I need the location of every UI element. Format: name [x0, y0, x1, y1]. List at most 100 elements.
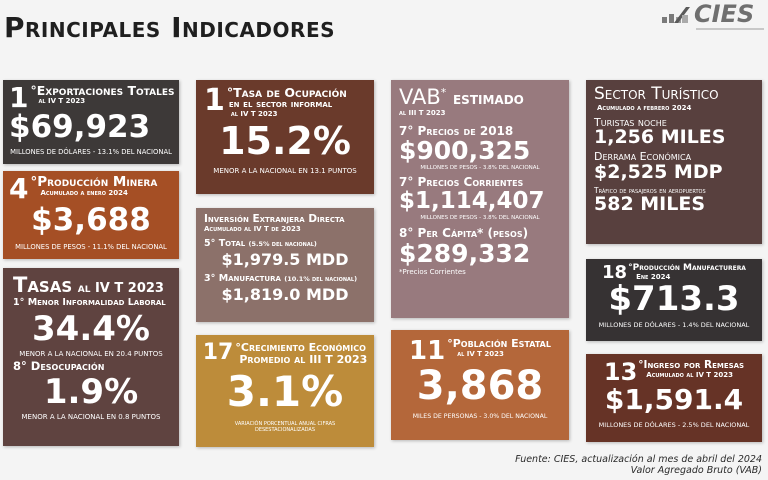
pcorr-label: Precios Corrientes: [417, 175, 524, 190]
source-line-2: Valor Agregado Bruto (VAB): [630, 464, 762, 476]
card-title: Tasas: [13, 273, 73, 297]
total-value: $1,979.5 MDD: [221, 249, 349, 269]
card-title: Población Estatal: [452, 337, 551, 350]
card-period: Acumulado a enero 2024: [40, 189, 128, 198]
rank-number: 4: [9, 172, 29, 205]
card-remesas: 13 °Ingreso por Remesas Acumulado al IV …: [586, 354, 762, 442]
rank-number: 11: [409, 336, 446, 366]
card-footnote-line2: DESESTACIONALIZADAS: [254, 427, 316, 434]
card-period: al III T 2023: [399, 108, 446, 117]
card-footnote: MILLONES DE DÓLARES - 2.5% DEL NACIONAL: [598, 421, 750, 429]
page-title: Principales Indicadores: [4, 11, 336, 44]
p2018-footnote: MILLONES DE PESOS - 3.8% DEL NACIONAL: [420, 165, 540, 172]
card-crecimiento: 17 °Crecimiento Económico Promedio al II…: [196, 335, 374, 447]
card-period: Acumulado a febrero 2024: [597, 103, 692, 112]
rank-number: 17: [202, 340, 234, 365]
title-asterisk: *: [440, 86, 447, 99]
card-title: Exportaciones Totales: [36, 83, 175, 98]
card-footnote: MENOR A LA NACIONAL EN 13.1 PUNTOS: [213, 167, 357, 176]
card-exportaciones: 1 °Exportaciones Totales al IV T 2023 $6…: [3, 80, 179, 164]
source-line-1: Fuente: CIES, actualización al mes de ab…: [515, 454, 762, 465]
card-period: Ene 2024: [636, 273, 671, 282]
card-value: 3,868: [416, 363, 544, 409]
manuf-note: (10.1% del nacional): [284, 274, 358, 283]
card-value: $1,591.4: [604, 383, 744, 416]
turistas-label: Turistas noche: [594, 115, 667, 129]
card-footnote-line1: VARIACIÓN PORCENTUAL ANUAL CIFRAS: [234, 421, 336, 428]
rank-degree: °: [628, 263, 633, 273]
rank-badge: 8°: [399, 226, 414, 241]
trafico-value: 582 MILES: [594, 192, 706, 215]
desocupacion-label: Desocupación: [30, 359, 105, 374]
p2018-label: Precios de 2018: [417, 123, 514, 138]
card-period: al IV T 2023: [77, 281, 164, 296]
rank-badge: 1°: [13, 297, 25, 309]
percap-note: *Precios Corrientes: [399, 267, 466, 276]
card-footnote: MILLONES DE DÓLARES - 13.1% DEL NACIONAL: [10, 148, 172, 156]
desocupacion-value: 1.9%: [43, 372, 139, 413]
informalidad-label: Menor Informalidad Laboral: [27, 297, 166, 309]
derrama-value: $2,525 MDP: [594, 160, 723, 183]
card-value: 3.1%: [226, 367, 344, 417]
manuf-label: Manufactura: [218, 272, 281, 284]
card-period: Acumulado al IV T de 2023: [204, 225, 301, 234]
card-vab: VAB* estimado al III T 2023 7° Precios d…: [391, 80, 569, 318]
rank-degree: °: [30, 83, 37, 98]
rank-badge: 8°: [13, 359, 27, 374]
card-inversion-extranjera: Inversión Extranjera Directa Acumulado a…: [196, 208, 374, 322]
card-footnote: MILES DE PERSONAS - 3.0% DEL NACIONAL: [412, 413, 548, 420]
informalidad-footnote: MENOR A LA NACIONAL EN 20.4 PUNTOS: [19, 350, 163, 359]
card-title-line2: Promedio al III T 2023: [239, 352, 368, 366]
card-produccion-minera: 4 °Producción Minera Acumulado a enero 2…: [3, 171, 179, 259]
card-value: $3,688: [31, 202, 151, 238]
rank-degree: °: [638, 359, 644, 371]
trafico-label: Tráfico de pasajeros en aeropuertos: [594, 185, 706, 195]
card-period: al IV T 2023: [230, 110, 278, 119]
card-value: $713.3: [608, 279, 740, 319]
rank-degree: °: [447, 337, 453, 350]
rank-number: 1: [9, 81, 29, 114]
card-title: Producción Manufacturera: [632, 263, 746, 273]
total-label: Total: [218, 238, 246, 250]
logo-text: CIES: [694, 0, 755, 28]
cies-logo-icon: [662, 7, 690, 23]
card-title: VAB: [399, 85, 441, 109]
card-footnote: MILLONES DE DÓLARES - 1.4% DEL NACIONAL: [598, 321, 750, 329]
rank-degree: °: [30, 174, 38, 190]
p2018-value: $900,325: [399, 136, 531, 166]
card-title-rest: estimado: [452, 89, 524, 109]
card-period: al IV T 2023: [457, 349, 504, 358]
card-title-line1: Tasa de Ocupación: [233, 85, 347, 100]
informalidad-value: 34.4%: [32, 309, 150, 350]
card-poblacion: 11 °Población Estatal al IV T 2023 3,868…: [391, 330, 569, 440]
derrama-label: Derrama Económica: [594, 150, 692, 164]
pcorr-value: $1,114,407: [399, 188, 545, 215]
percap-label: Per Cápita* (pesos): [417, 226, 529, 241]
card-title: Producción Minera: [37, 174, 158, 190]
total-note: (5.5% del nacional): [248, 240, 317, 249]
card-title: Sector Turístico: [594, 84, 719, 104]
rank-number: 13: [603, 358, 638, 386]
desocupacion-footnote: MENOR A LA NACIONAL EN 0.8 PUNTOS: [21, 413, 161, 422]
card-value: $69,923: [9, 109, 151, 145]
rank-badge: 7°: [399, 175, 414, 190]
card-value: 15.2%: [219, 119, 351, 164]
card-sector-turistico: Sector Turístico Acumulado a febrero 202…: [586, 80, 762, 244]
card-period: al IV T 2023: [38, 97, 86, 106]
card-produccion-manufacturera: 18 °Producción Manufacturera Ene 2024 $7…: [586, 259, 762, 341]
source-note: Fuente: CIES, actualización al mes de ab…: [515, 454, 762, 477]
rank-badge: 7°: [399, 123, 414, 138]
pcorr-footnote: MILLONES DE PESOS - 3.8% DEL NACIONAL: [420, 215, 540, 222]
rank-number: 18: [602, 262, 628, 283]
turistas-value: 1,256 MILES: [594, 126, 726, 149]
card-title: Inversión Extranjera Directa: [204, 213, 345, 225]
card-footnote: MILLONES DE PESOS - 11.1% DEL NACIONAL: [15, 243, 167, 251]
logo-tagline: [696, 28, 764, 30]
card-ocupacion-informal: 1 °Tasa de Ocupación en el sector inform…: [196, 80, 374, 194]
rank-number: 1: [204, 83, 225, 118]
rank-degree: °: [226, 85, 234, 100]
manuf-value: $1,819.0 MDD: [221, 284, 349, 304]
card-title-line2: en el sector informal: [228, 98, 333, 111]
cies-logo: CIES: [660, 0, 768, 30]
rank-badge: 3°: [204, 272, 216, 284]
